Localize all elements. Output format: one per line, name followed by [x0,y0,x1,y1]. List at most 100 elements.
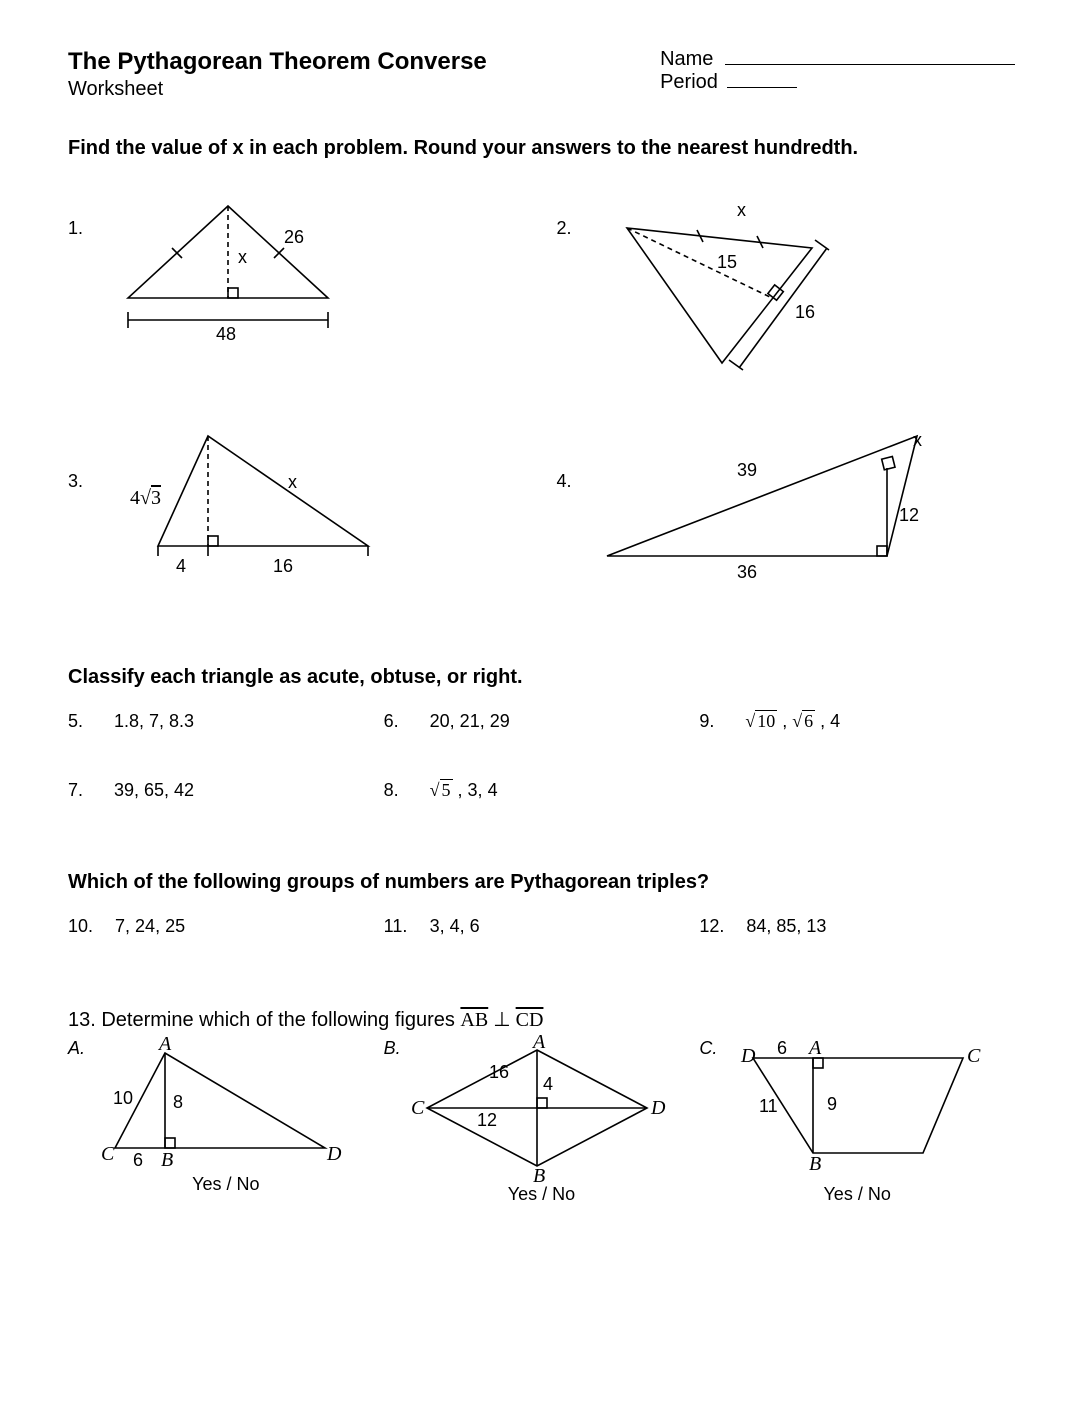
q-number: 10. [68,916,93,937]
page-subtitle: Worksheet [68,78,487,101]
svg-text:9: 9 [827,1094,837,1114]
label-x: x [238,247,247,267]
label-x: x [913,430,922,450]
triangle-diagram-3: 4√3 x 4 16 [68,416,408,591]
figure-c-svg: D A C B 6 11 9 [723,1038,993,1178]
question-5: 5. 1.8, 7, 8.3 [68,711,384,732]
svg-text:C: C [967,1045,981,1067]
label-48: 48 [216,324,236,344]
q-text: 20, 21, 29 [430,711,510,732]
section2-row1: 5. 1.8, 7, 8.3 6. 20, 21, 29 9. √10 , √6… [68,711,1015,732]
q-text: 3, 4, 6 [430,916,480,937]
question-11: 11. 3, 4, 6 [384,916,700,937]
label-x: x [737,200,746,220]
question-10: 10. 7, 24, 25 [68,916,384,937]
label-12: 12 [899,505,919,525]
q13-figure-b: B. A B C D 16 4 12 [384,1038,700,1205]
section3-heading: Which of the following groups of numbers… [68,871,1015,894]
period-field-row: Period [660,71,1015,94]
label-15: 15 [717,252,737,272]
triangle-diagram-2: x 15 16 [557,188,877,378]
problem-number: 4. [557,471,572,492]
problem-number: 3. [68,471,83,492]
problem-number: 1. [68,218,83,239]
label-16: 16 [273,556,293,576]
question-12: 12. 84, 85, 13 [699,916,1015,937]
triangle-diagram-4: 39 x 12 36 [557,416,957,591]
section1-instructions: Find the value of x in each problem. Rou… [68,137,1015,160]
period-blank[interactable] [727,87,797,88]
svg-text:A: A [157,1033,172,1055]
figure-letter: C. [699,1038,717,1059]
q13-grid: A. A B C D 10 8 6 Yes / No [68,1038,1015,1205]
q-number: 9. [699,711,723,732]
label-36: 36 [737,562,757,582]
name-blank[interactable] [725,64,1015,65]
question-6: 6. 20, 21, 29 [384,711,700,732]
svg-text:4: 4 [543,1074,553,1094]
svg-text:D: D [650,1097,666,1119]
worksheet-page: The Pythagorean Theorem Converse Workshe… [0,0,1083,1402]
svg-text:10: 10 [113,1088,133,1108]
name-label: Name [660,48,713,70]
svg-text:6: 6 [133,1150,143,1170]
q-number: 11. [384,916,408,937]
question-9: 9. √10 , √6 , 4 [699,711,1015,732]
svg-text:8: 8 [173,1092,183,1112]
q-number: 7. [68,780,92,801]
q13-figure-a: A. A B C D 10 8 6 Yes / No [68,1038,384,1205]
label-x: x [288,472,297,492]
triangle-diagram-1: 26 x 48 [68,188,388,358]
figure-letter: A. [68,1038,85,1059]
diagram-grid: 1. 26 x [68,188,1015,616]
yes-no: Yes / No [68,1174,384,1195]
figure-a-svg: A B C D 10 8 6 [95,1038,355,1168]
q-number: 12. [699,916,724,937]
figure-letter: B. [384,1038,401,1059]
svg-text:C: C [411,1097,425,1119]
problem-1: 1. 26 x [68,188,527,388]
q-text: √10 , √6 , 4 [745,711,840,732]
label-16: 16 [795,302,815,322]
svg-text:D: D [740,1045,756,1067]
q-text: √5 , 3, 4 [430,780,498,801]
problem-3: 3. 4√3 x 4 16 [68,416,527,616]
label-4: 4 [176,556,186,576]
section2-row2: 7. 39, 65, 42 8. √5 , 3, 4 [68,780,1015,801]
name-field-row: Name [660,48,1015,71]
svg-text:D: D [326,1143,342,1165]
svg-text:16: 16 [489,1062,509,1082]
section2-heading: Classify each triangle as acute, obtuse,… [68,666,1015,689]
yes-no: Yes / No [699,1184,1015,1205]
title-block: The Pythagorean Theorem Converse Workshe… [68,48,487,101]
q-text: 1.8, 7, 8.3 [114,711,194,732]
q-text: 7, 24, 25 [115,916,185,937]
q-number: 8. [384,780,408,801]
yes-no: Yes / No [384,1184,700,1205]
label-26: 26 [284,227,304,247]
question-8: 8. √5 , 3, 4 [384,780,700,801]
svg-text:A: A [531,1031,546,1053]
q-number: 5. [68,711,92,732]
q13-figure-c: C. D A C B 6 11 9 [699,1038,1015,1205]
page-title: The Pythagorean Theorem Converse [68,48,487,76]
problem-2: 2. x 15 [557,188,1016,388]
figure-b-svg: A B C D 16 4 12 [407,1038,667,1178]
q-number: 6. [384,711,408,732]
svg-text:11: 11 [759,1096,778,1116]
label-4root3: 4√3 [130,487,161,509]
q-text: 39, 65, 42 [114,780,194,801]
svg-text:12: 12 [477,1110,497,1130]
section3-row: 10. 7, 24, 25 11. 3, 4, 6 12. 84, 85, 13 [68,916,1015,937]
q-text: 84, 85, 13 [746,916,826,937]
svg-text:C: C [101,1143,115,1165]
question-7: 7. 39, 65, 42 [68,780,384,801]
name-period-block: Name Period [660,48,1015,94]
svg-text:A: A [807,1037,822,1059]
svg-text:B: B [809,1153,821,1175]
question-13-heading: 13. Determine which of the following fig… [68,1007,1015,1032]
header-row: The Pythagorean Theorem Converse Workshe… [68,48,1015,101]
label-39: 39 [737,460,757,480]
problem-number: 2. [557,218,572,239]
svg-text:6: 6 [777,1038,787,1058]
